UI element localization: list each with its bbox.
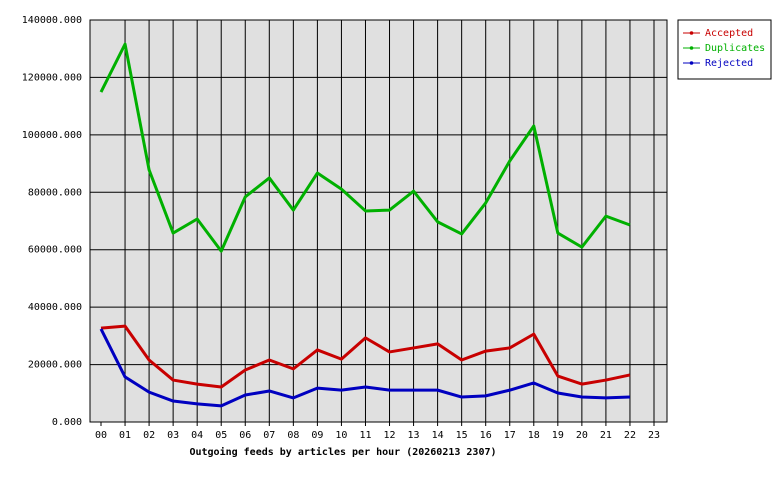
series-line [99, 42, 631, 253]
x-axis-label: Outgoing feeds by articles per hour (202… [189, 446, 496, 458]
legend-marker [689, 31, 694, 35]
legend-label: Rejected [705, 58, 753, 69]
x-tick-label: 08 [287, 430, 299, 441]
x-tick-label: 07 [263, 430, 275, 441]
x-tick-label: 02 [143, 430, 155, 441]
x-tick-label: 04 [191, 430, 203, 441]
x-tick-label: 22 [624, 430, 636, 441]
x-tick-label: 03 [167, 430, 179, 441]
legend-marker [689, 46, 694, 50]
x-tick-label: 15 [456, 430, 468, 441]
x-tick-label: 09 [311, 430, 323, 441]
x-tick-label: 06 [239, 430, 251, 441]
x-tick-label: 21 [600, 430, 612, 441]
y-tick-label: 80000.000 [28, 187, 82, 198]
x-tick-label: 11 [359, 430, 371, 441]
x-tick-label: 13 [408, 430, 420, 441]
y-tick-label: 120000.000 [22, 72, 82, 83]
y-tick-label: 0.000 [52, 417, 82, 428]
legend-box [677, 19, 772, 80]
x-tick-label: 16 [480, 430, 492, 441]
x-tick-label: 14 [432, 430, 444, 441]
x-tick-label: 00 [95, 430, 107, 441]
series-line [99, 328, 631, 408]
y-tick-label: 140000.000 [22, 15, 82, 26]
y-tick-label: 20000.000 [28, 360, 82, 371]
x-tick-label: 19 [552, 430, 564, 441]
x-tick-label: 18 [528, 430, 540, 441]
y-tick-label: 100000.000 [22, 130, 82, 141]
legend-marker [689, 61, 694, 65]
legend-label: Duplicates [705, 43, 765, 54]
plot-area [89, 19, 668, 423]
x-tick-label: 12 [383, 430, 395, 441]
x-tick-label: 10 [335, 430, 347, 441]
y-tick-label: 40000.000 [28, 302, 82, 313]
x-tick-label: 01 [119, 430, 131, 441]
x-tick-label: 23 [648, 430, 660, 441]
x-tick-label: 17 [504, 430, 516, 441]
x-tick-label: 05 [215, 430, 227, 441]
series-line [100, 324, 631, 389]
legend-label: Accepted [705, 28, 753, 39]
y-tick-label: 60000.000 [28, 245, 82, 256]
x-tick-label: 20 [576, 430, 588, 441]
